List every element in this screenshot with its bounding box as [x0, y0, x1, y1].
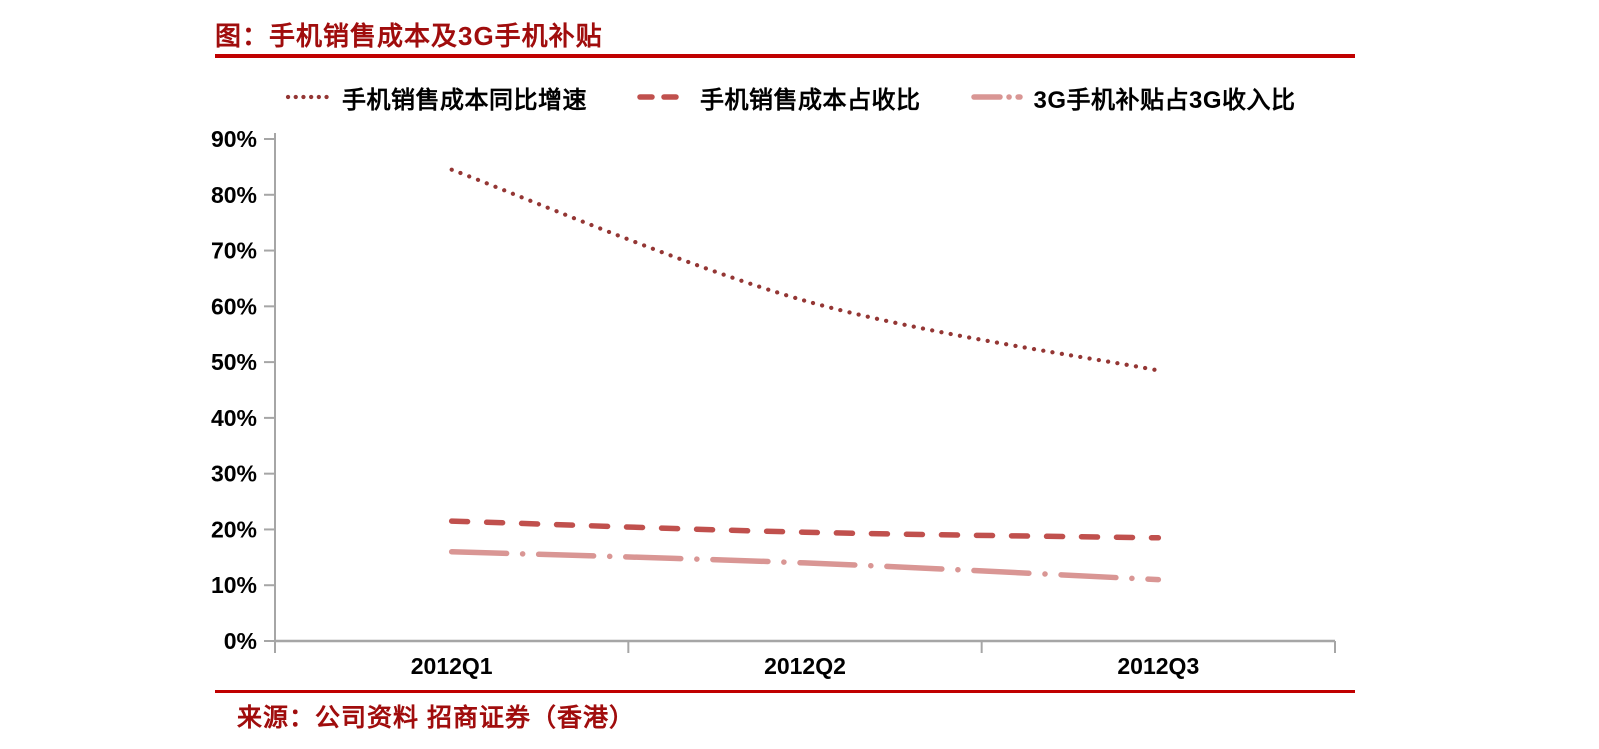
y-axis-tick-label: 90% — [211, 126, 257, 152]
y-axis-tick-label: 40% — [211, 405, 257, 431]
y-axis-tick-label: 60% — [211, 293, 257, 319]
y-axis-tick-label: 0% — [224, 628, 257, 654]
y-axis-tick-label: 50% — [211, 349, 257, 375]
legend-item-3g-subsidy: 3G手机补贴占3G收入比 — [970, 80, 1296, 115]
legend-dashed-line-icon — [637, 94, 689, 100]
x-axis-tick-label: 2012Q2 — [764, 653, 846, 679]
y-axis-tick-label: 10% — [211, 572, 257, 598]
x-axis-tick-label: 2012Q1 — [411, 653, 493, 679]
chart-axes — [264, 133, 1336, 653]
top-divider-rule — [215, 54, 1355, 58]
chart-title: 图：手机销售成本及3G手机补贴 — [215, 21, 603, 51]
chart-legend: 手机销售成本同比增速 手机销售成本占收比 3G手机补贴占3G收入比 — [285, 80, 1296, 115]
y-axis-tick-label: 20% — [211, 516, 257, 542]
bottom-divider-rule — [215, 690, 1355, 693]
source-attribution: 来源：公司资料 招商证券（香港） — [237, 704, 635, 732]
chart-series-lines — [448, 167, 1162, 583]
axis-tick-labels: 0% 10% 20% 30% 40% 50% 60% 70% 80% 90% 2012Q1 2012Q… — [211, 126, 1199, 679]
legend-label: 3G手机补贴占3G收入比 — [1033, 86, 1296, 114]
legend-item-yoy-growth: 手机销售成本同比增速 — [285, 80, 587, 115]
legend-dotted-line-icon — [285, 94, 331, 100]
series-line-dash-dot — [448, 549, 1162, 583]
y-axis-tick-label: 70% — [211, 238, 257, 264]
y-axis-tick-label: 30% — [211, 461, 257, 487]
series-line-dashed — [448, 518, 1162, 541]
x-axis-tick-label: 2012Q3 — [1117, 653, 1199, 679]
y-axis-tick-label: 80% — [211, 182, 257, 208]
series-line-dotted — [449, 167, 1161, 373]
legend-label: 手机销售成本同比增速 — [342, 86, 587, 114]
legend-dashdot-line-icon — [970, 94, 1023, 100]
legend-label: 手机销售成本占收比 — [700, 86, 921, 114]
legend-item-cost-to-revenue: 手机销售成本占收比 — [637, 80, 921, 115]
